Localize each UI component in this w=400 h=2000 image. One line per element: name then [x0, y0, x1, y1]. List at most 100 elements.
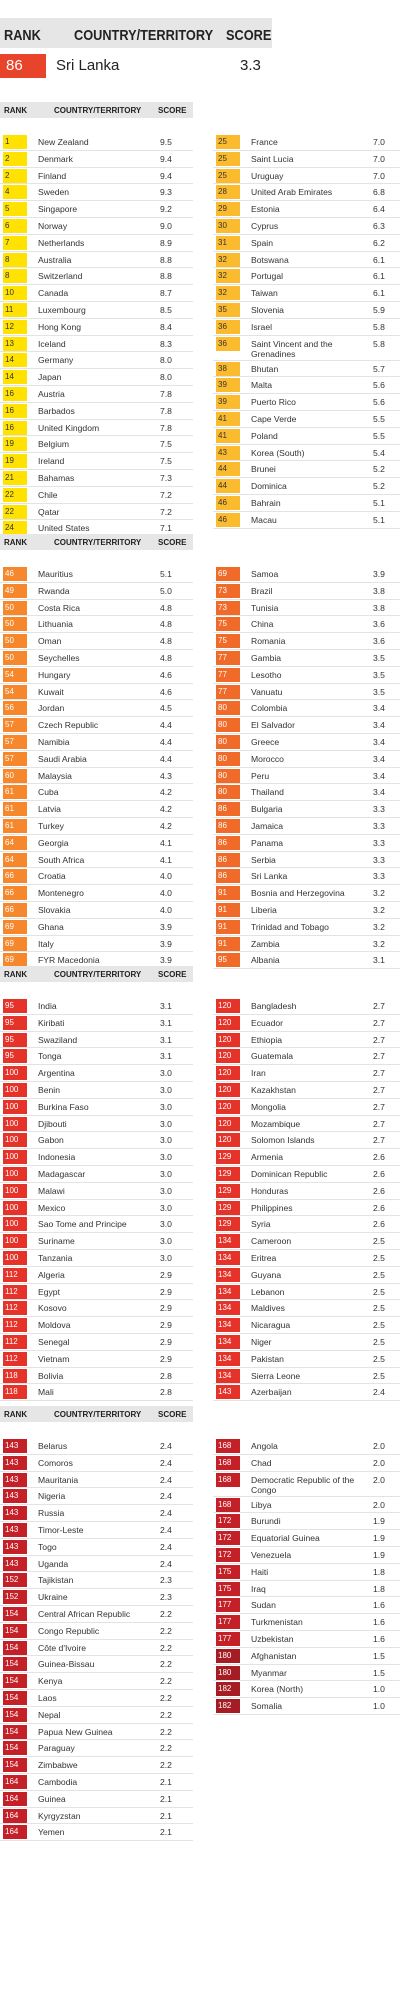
- rank-badge: 43: [216, 445, 240, 460]
- rank-badge: 100: [3, 1200, 27, 1215]
- score-value: 2.2: [160, 1709, 172, 1720]
- table-row: 64 Georgia 4.1: [0, 835, 193, 852]
- table-row: 80 Morocco 3.4: [213, 751, 400, 768]
- country-name: Mongolia: [251, 1101, 286, 1112]
- country-name: Lesotho: [251, 669, 282, 680]
- table-row: 41 Cape Verde 5.5: [213, 411, 400, 428]
- rank-badge: 25: [216, 168, 240, 183]
- table-row: 66 Slovakia 4.0: [0, 902, 193, 919]
- rank-badge: 44: [216, 479, 240, 494]
- highlight-header-score: SCORE: [226, 27, 272, 44]
- table-row: 25 France 7.0: [213, 134, 400, 151]
- country-name: Azerbaijan: [251, 1387, 292, 1398]
- country-name: Oman: [38, 636, 62, 647]
- rank-badge: 73: [216, 600, 240, 615]
- rank-badge: 5: [3, 202, 27, 217]
- country-name: Japan: [38, 372, 62, 383]
- country-name: Panama: [251, 837, 284, 848]
- country-name: Benin: [38, 1084, 60, 1095]
- rank-badge: 50: [3, 634, 27, 649]
- rank-badge: 54: [3, 684, 27, 699]
- rank-badge: 168: [216, 1472, 240, 1487]
- score-value: 6.2: [373, 237, 385, 248]
- rank-badge: 154: [3, 1657, 27, 1672]
- country-name: Greece: [251, 736, 280, 747]
- table-row: 95 Swaziland 3.1: [0, 1032, 193, 1049]
- table-row: 120 Mongolia 2.7: [213, 1099, 400, 1116]
- rank-badge: 100: [3, 1150, 27, 1165]
- country-name: Central African Republic: [38, 1608, 131, 1619]
- table-row: 54 Hungary 4.6: [0, 667, 193, 684]
- country-name: Iran: [251, 1068, 266, 1079]
- country-name: Lebanon: [251, 1286, 285, 1297]
- country-name: Cambodia: [38, 1776, 78, 1787]
- country-name: Samoa: [251, 569, 279, 579]
- rank-badge: 120: [216, 1015, 240, 1030]
- country-name: Ukraine: [38, 1592, 68, 1603]
- table-row: 86 Panama 3.3: [213, 835, 400, 852]
- score-value: 8.8: [160, 271, 172, 282]
- country-name: Taiwan: [251, 288, 278, 299]
- table-row: 16 Barbados 7.8: [0, 403, 193, 420]
- section-header-country: COUNTRY/TERRITORY: [54, 970, 142, 979]
- country-name: Zambia: [251, 938, 280, 949]
- score-value: 4.4: [160, 720, 172, 731]
- table-row: 60 Malaysia 4.3: [0, 768, 193, 785]
- country-name: Maldives: [251, 1303, 285, 1314]
- table-row: 91 Bosnia and Herzegovina 3.2: [213, 885, 400, 902]
- table-row: 134 Niger 2.5: [213, 1334, 400, 1351]
- country-name: Turkey: [38, 820, 64, 831]
- country-name: Croatia: [38, 871, 66, 882]
- table-row: 143 Togo 2.4: [0, 1539, 193, 1556]
- rank-badge: 35: [216, 302, 240, 317]
- score-value: 2.4: [160, 1558, 172, 1569]
- country-name: Lithuania: [38, 619, 73, 630]
- score-value: 2.7: [373, 1101, 385, 1112]
- score-value: 2.6: [373, 1185, 385, 1196]
- table-row: 168 Democratic Republic of the Congo 2.0: [213, 1472, 400, 1497]
- score-value: 3.9: [160, 938, 172, 949]
- rank-badge: 14: [3, 370, 27, 385]
- country-name: Mali: [38, 1387, 54, 1398]
- table-row: 57 Saudi Arabia 4.4: [0, 751, 193, 768]
- table-row: 143 Mauritania 2.4: [0, 1472, 193, 1489]
- score-value: 6.4: [373, 204, 385, 215]
- score-value: 2.9: [160, 1303, 172, 1314]
- score-value: 2.9: [160, 1336, 172, 1347]
- country-name: Slovenia: [251, 304, 284, 315]
- score-value: 1.9: [373, 1549, 385, 1560]
- rank-badge: 100: [3, 1234, 27, 1249]
- table-row: 69 Samoa 3.9: [213, 566, 400, 583]
- country-name: Nicaragua: [251, 1320, 291, 1331]
- score-value: 8.4: [160, 321, 172, 332]
- score-value: 2.1: [160, 1827, 172, 1838]
- score-value: 1.0: [373, 1701, 385, 1712]
- rank-badge: 172: [216, 1531, 240, 1546]
- score-value: 7.0: [373, 170, 385, 181]
- table-row: 100 Djibouti 3.0: [0, 1116, 193, 1133]
- country-name: Rwanda: [38, 585, 70, 596]
- country-name: Cameroon: [251, 1236, 292, 1247]
- table-row: 152 Ukraine 2.3: [0, 1589, 193, 1606]
- score-value: 4.1: [160, 837, 172, 848]
- rank-badge: 164: [3, 1774, 27, 1789]
- table-row: 61 Cuba 4.2: [0, 784, 193, 802]
- score-value: 3.0: [160, 1219, 172, 1230]
- country-name: Gabon: [38, 1135, 64, 1146]
- country-name: Afghanistan: [251, 1650, 297, 1661]
- table-row: 77 Gambia 3.5: [213, 650, 400, 667]
- section-header-score: SCORE: [158, 970, 187, 979]
- country-name: Korea (North): [251, 1684, 304, 1695]
- country-name: Latvia: [38, 804, 61, 815]
- score-value: 3.3: [373, 871, 385, 882]
- score-value: 4.8: [160, 636, 172, 647]
- score-value: 3.3: [373, 820, 385, 831]
- rank-badge: 154: [3, 1741, 27, 1756]
- rank-badge: 120: [216, 1049, 240, 1064]
- country-name: Sudan: [251, 1600, 276, 1611]
- score-value: 3.0: [160, 1168, 172, 1179]
- table-row: 95 Albania 3.1: [213, 952, 400, 970]
- country-name: Armenia: [251, 1152, 283, 1163]
- rank-badge: 75: [216, 617, 240, 632]
- table-row: 14 Japan 8.0: [0, 369, 193, 386]
